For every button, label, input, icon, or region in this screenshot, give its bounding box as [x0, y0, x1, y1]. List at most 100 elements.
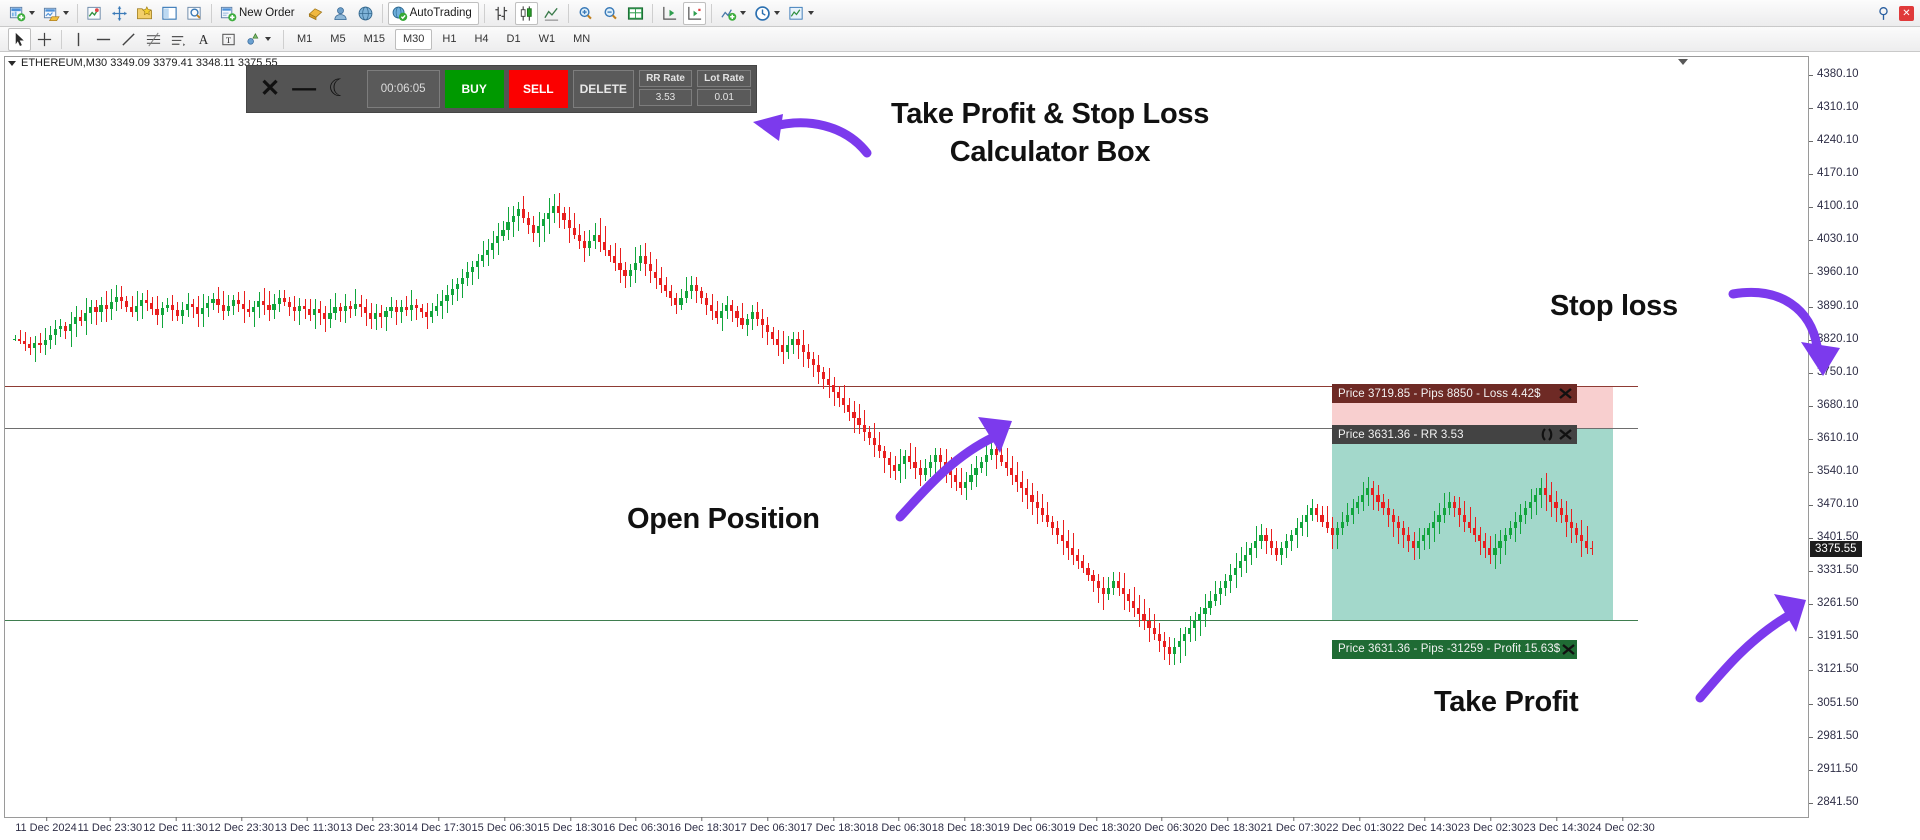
time-tick: 15 Dec 18:30 — [537, 817, 603, 834]
entry-label[interactable]: Price 3631.36 - RR 3.53 — [1332, 425, 1577, 445]
crosshair-tool[interactable] — [33, 28, 56, 51]
take-profit-zone — [1332, 428, 1613, 620]
lot-rate-input[interactable]: 0.01 — [697, 89, 751, 106]
timeframe-m15[interactable]: M15 — [363, 33, 385, 45]
calculator-close-icon[interactable]: ✕ — [260, 75, 281, 102]
candle-body — [1025, 488, 1029, 495]
candle-body — [409, 304, 413, 311]
candle-body — [1259, 534, 1263, 542]
timeframe-h4[interactable]: H4 — [474, 33, 489, 45]
toolbar-separator — [283, 29, 284, 49]
candle-body — [43, 339, 47, 346]
templates-button[interactable] — [785, 2, 817, 25]
candle-body — [898, 463, 902, 472]
candle-body — [715, 311, 719, 318]
entry-line[interactable] — [5, 428, 1638, 430]
candlestick-chart-button[interactable] — [514, 1, 538, 25]
candle-body — [135, 305, 139, 313]
candle-body — [699, 291, 703, 299]
indicator-list-button[interactable] — [717, 2, 749, 25]
equidistant-channel-tool[interactable] — [167, 28, 190, 51]
bar-chart-button[interactable] — [490, 2, 513, 25]
candle-body — [547, 212, 551, 220]
delete-button[interactable]: DELETE — [572, 70, 634, 108]
expert-advisors-button[interactable] — [304, 2, 327, 25]
trendline-tool[interactable] — [117, 28, 140, 51]
chevron-down-icon[interactable] — [773, 11, 780, 15]
search-button[interactable] — [183, 2, 206, 25]
timeframe-group: M1 M5 M15 M30 H1 H4 D1 W1 MN — [288, 28, 599, 50]
tile-windows-button[interactable] — [624, 2, 647, 25]
market-button[interactable] — [354, 2, 377, 25]
timeframe-m1[interactable]: M1 — [297, 33, 313, 45]
text-tool[interactable]: A — [192, 28, 215, 51]
close-icon[interactable]: ✕ — [1899, 5, 1914, 21]
candle-body — [903, 456, 907, 464]
timeframe-h1[interactable]: H1 — [442, 33, 457, 45]
timeframe-w1[interactable]: W1 — [538, 33, 556, 45]
entry-icons[interactable] — [1539, 427, 1577, 442]
take-profit-line[interactable] — [5, 619, 1638, 621]
time-tick: 16 Dec 06:30 — [603, 817, 668, 834]
rr-rate-field[interactable]: RR Rate 3.53 — [638, 70, 693, 108]
open-profile-button[interactable] — [40, 2, 72, 25]
take-profit-label[interactable]: Price 3631.36 - Pips -31259 - Profit 15.… — [1332, 639, 1580, 659]
candle-body — [99, 304, 103, 313]
candle-body — [842, 398, 846, 406]
calculator-night-icon[interactable]: ☾ — [328, 75, 350, 102]
timeframe-m30[interactable]: M30 — [394, 28, 433, 50]
buy-button[interactable]: BUY — [444, 70, 504, 108]
signals-button[interactable] — [329, 2, 352, 25]
line-chart-button[interactable] — [540, 2, 563, 25]
autoscroll-button[interactable] — [682, 1, 706, 25]
candle-body — [1289, 534, 1294, 542]
time-tick: 22 Dec 14:30 — [1392, 817, 1457, 834]
lot-rate-field[interactable]: Lot Rate 0.01 — [697, 70, 751, 108]
candle-body — [318, 309, 322, 314]
new-order-button[interactable]: New Order — [217, 2, 302, 25]
new-chart-button[interactable] — [6, 2, 38, 25]
objects-tool[interactable] — [242, 28, 274, 51]
candle-body — [1040, 508, 1044, 515]
calculator-panel[interactable]: ✕ — ☾ 00:06:05 BUY SELL DELETE RR Rate 3… — [246, 65, 757, 113]
timeframe-d1[interactable]: D1 — [506, 33, 521, 45]
stop-loss-close-icon[interactable] — [1557, 386, 1577, 401]
label-tool[interactable]: T — [217, 28, 240, 51]
rr-rate-input[interactable]: 3.53 — [638, 89, 693, 106]
time-axis[interactable]: 11 Dec 2024 11 Dec 23:30 12 Dec 11:30 12 De… — [4, 817, 1910, 840]
timeframe-mn[interactable]: MN — [573, 33, 591, 45]
calculator-minimize-icon[interactable]: — — [292, 75, 317, 102]
stop-loss-line[interactable] — [5, 386, 1638, 388]
data-window-button[interactable] — [158, 2, 181, 25]
take-profit-close-icon[interactable] — [1560, 642, 1580, 657]
search-icon[interactable]: ⚲ — [1878, 5, 1889, 22]
timeframe-m5[interactable]: M5 — [330, 33, 346, 45]
favorites-button[interactable] — [133, 2, 156, 25]
fibonacci-tool[interactable] — [142, 28, 165, 51]
crosshair-button[interactable] — [108, 2, 131, 25]
chevron-down-icon[interactable] — [63, 11, 69, 15]
sell-button[interactable]: SELL — [508, 70, 568, 108]
chevron-down-icon[interactable] — [29, 11, 35, 15]
zoom-out-button[interactable] — [599, 2, 622, 25]
shift-end-button[interactable] — [658, 2, 681, 25]
zoom-in-button[interactable] — [574, 2, 597, 25]
vertical-line-tool[interactable] — [67, 28, 90, 51]
time-tick: 16 Dec 18:30 — [669, 817, 734, 834]
stop-loss-label[interactable]: Price 3719.85 - Pips 8850 - Loss 4.42$ — [1332, 384, 1577, 404]
toolbar-separator — [567, 3, 569, 23]
chart-collapse-icon[interactable] — [1678, 59, 1688, 65]
candle-body — [1544, 488, 1548, 495]
chevron-down-icon[interactable] — [739, 11, 746, 15]
period-button[interactable] — [751, 2, 783, 25]
time-tick: 11 Dec 23:30 — [77, 817, 142, 834]
price-axis[interactable]: 3375.55 4380.10 4310.10 4240.10 4170.10 4100… — [1808, 56, 1916, 819]
chevron-down-icon[interactable] — [265, 37, 271, 41]
chevron-down-icon[interactable] — [8, 60, 16, 66]
indicators-button[interactable] — [83, 2, 106, 25]
horizontal-line-tool[interactable] — [92, 28, 115, 51]
cursor-tool[interactable] — [8, 27, 31, 51]
chevron-down-icon[interactable] — [807, 11, 814, 15]
candle-body — [348, 305, 352, 310]
autotrading-button[interactable]: AutoTrading — [387, 1, 479, 25]
